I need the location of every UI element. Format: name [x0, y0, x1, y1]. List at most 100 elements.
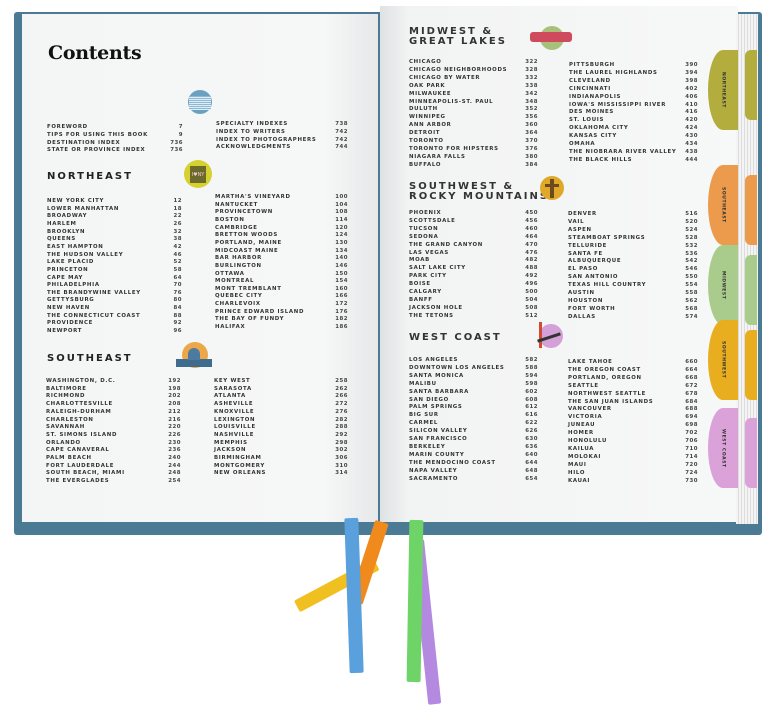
midwest-page-number: 438 [685, 148, 698, 155]
southeast-page-number: 192 [168, 378, 181, 384]
west-coast-page-number: 724 [685, 469, 698, 476]
southwest-entry: AUSTIN [568, 290, 595, 296]
west-coast-entry: VICTORIA [568, 414, 603, 421]
west-coast-entry: BERKELEY [409, 443, 446, 450]
northeast-entry: CHARLEVOIX [215, 301, 261, 308]
west-coast-entry: THE OREGON COAST [568, 366, 641, 373]
southeast-page-number: 226 [168, 431, 181, 438]
front-matter-entry: ACKNOWLEDGMENTS [216, 144, 291, 151]
northeast-entry: BRETTON WOODS [215, 232, 278, 239]
midwest-page-number: 398 [685, 77, 698, 84]
southwest-entry: DENVER [568, 211, 597, 217]
section-tab-southwest[interactable]: SOUTHWEST [708, 320, 738, 400]
northeast-entry: HARLEM [47, 220, 77, 227]
northeast-page-number: 104 [335, 201, 348, 208]
southwest-page-number: 496 [525, 281, 538, 288]
midwest-page-number: 342 [525, 90, 538, 97]
west-coast-page-number: 660 [685, 359, 698, 365]
southwest-page-number: 536 [685, 250, 698, 257]
southwest-page-number: 568 [685, 305, 698, 312]
west-coast-page-number: 654 [525, 475, 538, 482]
southwest-page-number: 504 [525, 296, 538, 303]
southwest-entry: FORT WORTH [568, 305, 616, 312]
northeast-page-number: 130 [335, 239, 348, 246]
southeast-page-number: 276 [335, 408, 348, 415]
southeast-page-number: 298 [335, 439, 348, 446]
section-tab-northeast[interactable]: NORTHEAST [708, 50, 738, 130]
bookmark-ribbon[interactable] [344, 517, 364, 674]
southeast-page-number: 208 [168, 401, 181, 408]
section-tab-midwest[interactable]: MIDWEST [708, 245, 738, 325]
midwest-entry: CINCINNATI [569, 85, 611, 92]
southwest-entry: SALT LAKE CITY [409, 265, 466, 272]
section-tab-edge[interactable] [745, 330, 757, 400]
west-coast-page-number: 594 [525, 372, 538, 379]
section-tab-edge[interactable] [745, 175, 757, 245]
northeast-entry: CAPE MAY [47, 274, 84, 281]
west-coast-entry: CARMEL [409, 420, 438, 427]
west-coast-entry: LAKE TAHOE [568, 359, 613, 365]
midwest-page-number: 406 [685, 93, 698, 100]
southeast-page-number: 236 [168, 447, 181, 454]
midwest-entry: DULUTH [409, 106, 438, 113]
west-coast-entry: MAUI [568, 461, 587, 468]
northeast-entry: THE BAY OF FUNDY [215, 316, 285, 323]
southwest-page-number: 470 [525, 241, 538, 248]
midwest-entry: MILWAUKEE [409, 90, 452, 97]
front-matter-entry: DESTINATION INDEX [47, 139, 121, 146]
southwest-page-number: 524 [685, 226, 698, 233]
southeast-entry: PALM BEACH [46, 455, 92, 461]
southeast-page-number: 254 [168, 478, 181, 485]
southeast-entry: RALEIGH-DURHAM [46, 408, 112, 415]
page-title: Contents [48, 42, 142, 64]
southeast-entry: SARASOTA [214, 385, 252, 392]
west-coast-page-number: 616 [525, 412, 538, 419]
midwest-entry: PITTSBURGH [569, 62, 615, 68]
southeast-page-number: 302 [335, 447, 348, 454]
southeast-entry: MONTGOMERY [214, 462, 265, 469]
southeast-entry: NEW ORLEANS [214, 470, 267, 477]
section-tab-edge[interactable] [745, 50, 757, 120]
section-tab-west-coast[interactable]: WEST COAST [708, 408, 738, 488]
northeast-page-number: 160 [335, 285, 348, 292]
southeast-entry: KNOXVILLE [214, 408, 255, 415]
section-tab-edge[interactable] [745, 255, 757, 325]
southwest-page-number: 574 [685, 313, 698, 320]
southwest-page-number: 500 [525, 289, 538, 295]
tab-label: MIDWEST [720, 270, 726, 300]
section-tab-southeast[interactable]: SOUTHEAST [708, 165, 738, 245]
west-coast-page-number: 706 [685, 438, 698, 444]
northeast-entry: PROVINCETOWN [215, 209, 273, 216]
west-coast-page-number: 588 [525, 364, 538, 371]
west-coast-entry: SAN FRANCISCO [409, 436, 468, 442]
midwest-entry: BUFFALO [409, 161, 442, 168]
southeast-entry: BALTIMORE [46, 385, 87, 392]
section-heading-northeast: NORTHEAST [47, 171, 133, 182]
west-coast-page-number: 702 [685, 430, 698, 437]
southeast-entry: NASHVILLE [214, 431, 255, 438]
west-coast-page-number: 730 [685, 477, 698, 484]
southeast-entry: ST. SIMONS ISLAND [46, 431, 118, 438]
southwest-entry: CALGARY [409, 289, 442, 295]
southwest-page-number: 516 [685, 211, 698, 217]
northeast-page-number: 88 [173, 312, 182, 319]
midwest-entry: TORONTO [409, 138, 444, 144]
west-coast-entry: HOMER [568, 430, 594, 437]
southwest-page-number: 456 [525, 217, 538, 224]
west-coast-entry: VANCOUVER [568, 406, 612, 413]
northeast-entry: THE BRANDYWINE VALLEY [47, 289, 141, 296]
midwest-entry: INDIANAPOLIS [569, 93, 622, 100]
northeast-entry: BAR HARBOR [215, 255, 262, 262]
capitol-building-icon [174, 342, 214, 370]
northeast-entry: BROOKLYN [47, 228, 86, 235]
southeast-entry: WASHINGTON, D.C. [46, 378, 116, 384]
southeast-page-number: 262 [335, 385, 348, 392]
northeast-entry: MONT TREMBLANT [215, 285, 282, 292]
west-coast-entry: HONOLULU [568, 438, 608, 444]
section-tab-edge[interactable] [745, 418, 757, 488]
northeast-entry: NEWPORT [47, 328, 83, 335]
front-matter-page-number: 742 [335, 128, 348, 135]
west-coast-page-number: 698 [685, 422, 698, 429]
bookmark-ribbon[interactable] [406, 519, 424, 683]
west-coast-entry: HILO [568, 469, 586, 476]
